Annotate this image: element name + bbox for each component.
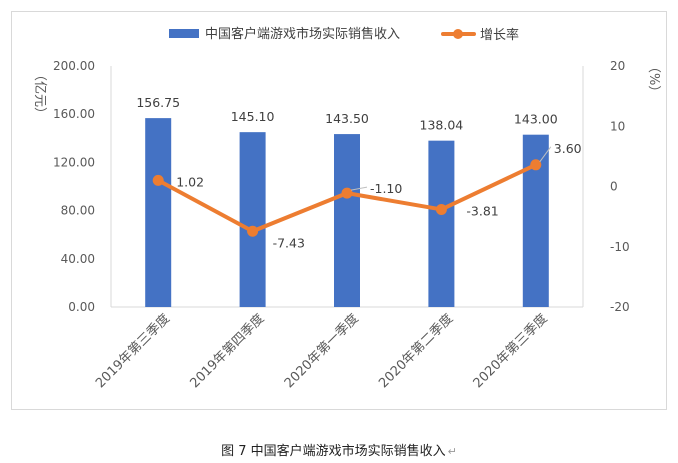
- x-tick-label: 2020年第一季度: [281, 311, 362, 392]
- growth-rate-point: [152, 174, 164, 186]
- chart-frame: [11, 11, 667, 410]
- y-left-tick-label: 80.00: [61, 204, 95, 218]
- data-label-leader: [539, 146, 552, 163]
- bar-data-label: 143.50: [325, 111, 369, 126]
- line-data-label: -1.10: [370, 181, 402, 196]
- bar-data-label: 156.75: [136, 95, 180, 110]
- x-tick-label: 2020年第二季度: [376, 311, 457, 392]
- y-left-tick-label: 0.00: [68, 300, 95, 314]
- data-label-leader: [350, 186, 368, 191]
- y-left-axis-label: （亿元）: [32, 68, 47, 120]
- line-data-label: 3.60: [554, 141, 582, 156]
- growth-rate-point: [435, 203, 447, 215]
- legend-swatch-bar: [169, 29, 199, 38]
- bar: [428, 140, 455, 307]
- y-right-tick-label: -10: [610, 240, 630, 254]
- growth-rate-point: [530, 159, 542, 171]
- growth-rate-point: [341, 187, 353, 199]
- y-right-axis-label: （%）: [646, 60, 661, 98]
- figure-caption: 图 7 中国客户端游戏市场实际销售收入 ↵: [0, 440, 678, 459]
- caption-text: 图 7 中国客户端游戏市场实际销售收入: [221, 444, 446, 459]
- legend-label-bar: 中国客户端游戏市场实际销售收入: [205, 26, 400, 42]
- y-left-tick-label: 200.00: [53, 59, 95, 73]
- y-left-tick-label: 120.00: [53, 155, 95, 169]
- y-right-tick-label: 20: [610, 59, 625, 73]
- y-right-tick-label: 10: [610, 119, 625, 133]
- y-left-tick-label: 40.00: [61, 252, 95, 266]
- y-right-tick-label: -20: [610, 300, 630, 314]
- y-right-tick-label: 0: [610, 180, 618, 194]
- return-mark-icon: ↵: [447, 445, 457, 458]
- line-data-label: -3.81: [466, 203, 498, 218]
- bar: [145, 118, 172, 308]
- x-tick-label: 2020年第三季度: [470, 311, 551, 392]
- x-tick-label: 2019年第三季度: [92, 311, 173, 392]
- bar-data-label: 145.10: [231, 109, 275, 124]
- bar-data-label: 143.00: [514, 112, 558, 127]
- line-data-label: -7.43: [273, 235, 305, 250]
- line-data-label: 1.02: [176, 174, 204, 189]
- growth-rate-point: [247, 225, 259, 237]
- x-tick-label: 2019年第四季度: [187, 311, 268, 392]
- bar: [334, 134, 360, 307]
- legend-marker: [453, 29, 463, 39]
- legend-label-line: 增长率: [480, 27, 519, 43]
- bar: [239, 132, 266, 307]
- y-left-tick-label: 160.00: [53, 107, 95, 121]
- bar-data-label: 138.04: [420, 118, 464, 133]
